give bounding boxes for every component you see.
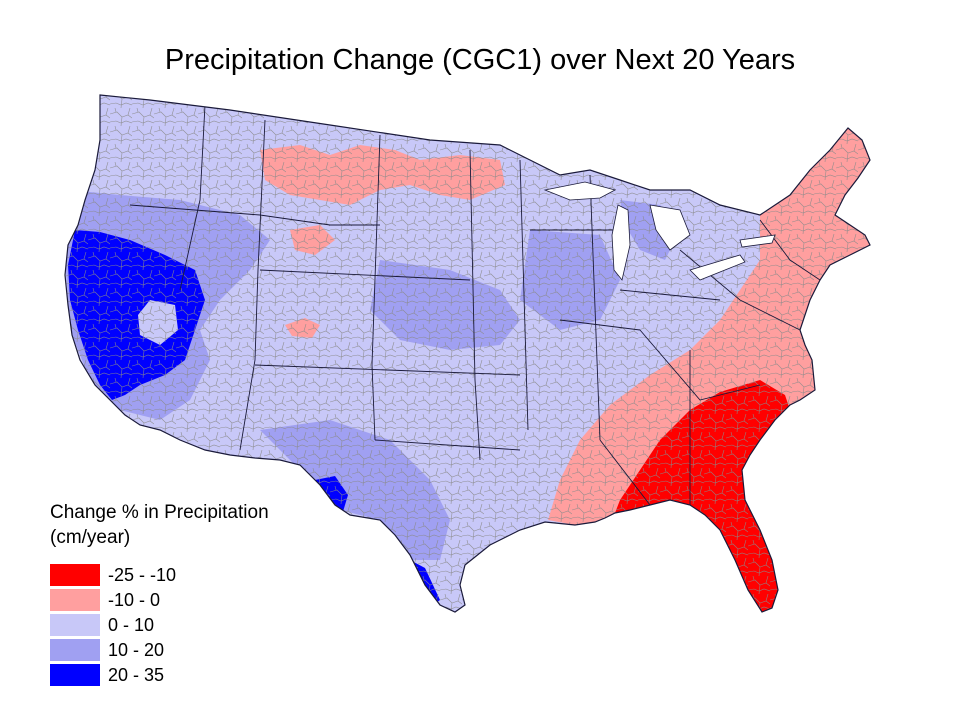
legend-swatch: [50, 664, 100, 686]
legend-heading-line1: Change % in Precipitation: [50, 502, 269, 523]
legend-label: -10 - 0: [108, 590, 161, 610]
state-boundaries: [129, 104, 821, 506]
legend-label: 20 - 35: [108, 665, 165, 685]
lake-ontario: [739, 234, 776, 248]
legend-swatch: [50, 589, 100, 611]
map-title: Precipitation Change (CGC1) over Next 20…: [164, 44, 796, 76]
legend-label: -25 - -10: [108, 565, 177, 585]
legend-heading-line2: (cm/year): [50, 527, 131, 548]
lake-huron: [649, 204, 691, 251]
legend-label: 0 - 10: [108, 615, 155, 635]
legend-swatch: [50, 639, 100, 661]
lake-michigan: [611, 204, 631, 281]
legend-label: 10 - 20: [108, 640, 165, 660]
lake-erie: [689, 254, 746, 281]
us-outline: [64, 94, 871, 613]
lake-superior: [543, 181, 617, 201]
legend-swatch: [50, 614, 100, 636]
legend-heading: Change % in Precipitation (cm/year): [50, 500, 269, 550]
legend-swatch: [50, 564, 100, 586]
